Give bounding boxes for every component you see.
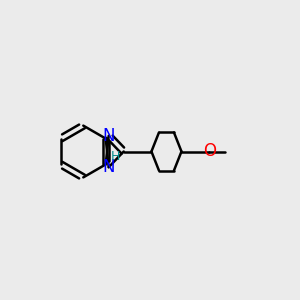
- Text: N: N: [103, 158, 115, 176]
- Text: N: N: [103, 127, 115, 145]
- Text: H: H: [110, 150, 120, 163]
- Text: O: O: [203, 142, 216, 160]
